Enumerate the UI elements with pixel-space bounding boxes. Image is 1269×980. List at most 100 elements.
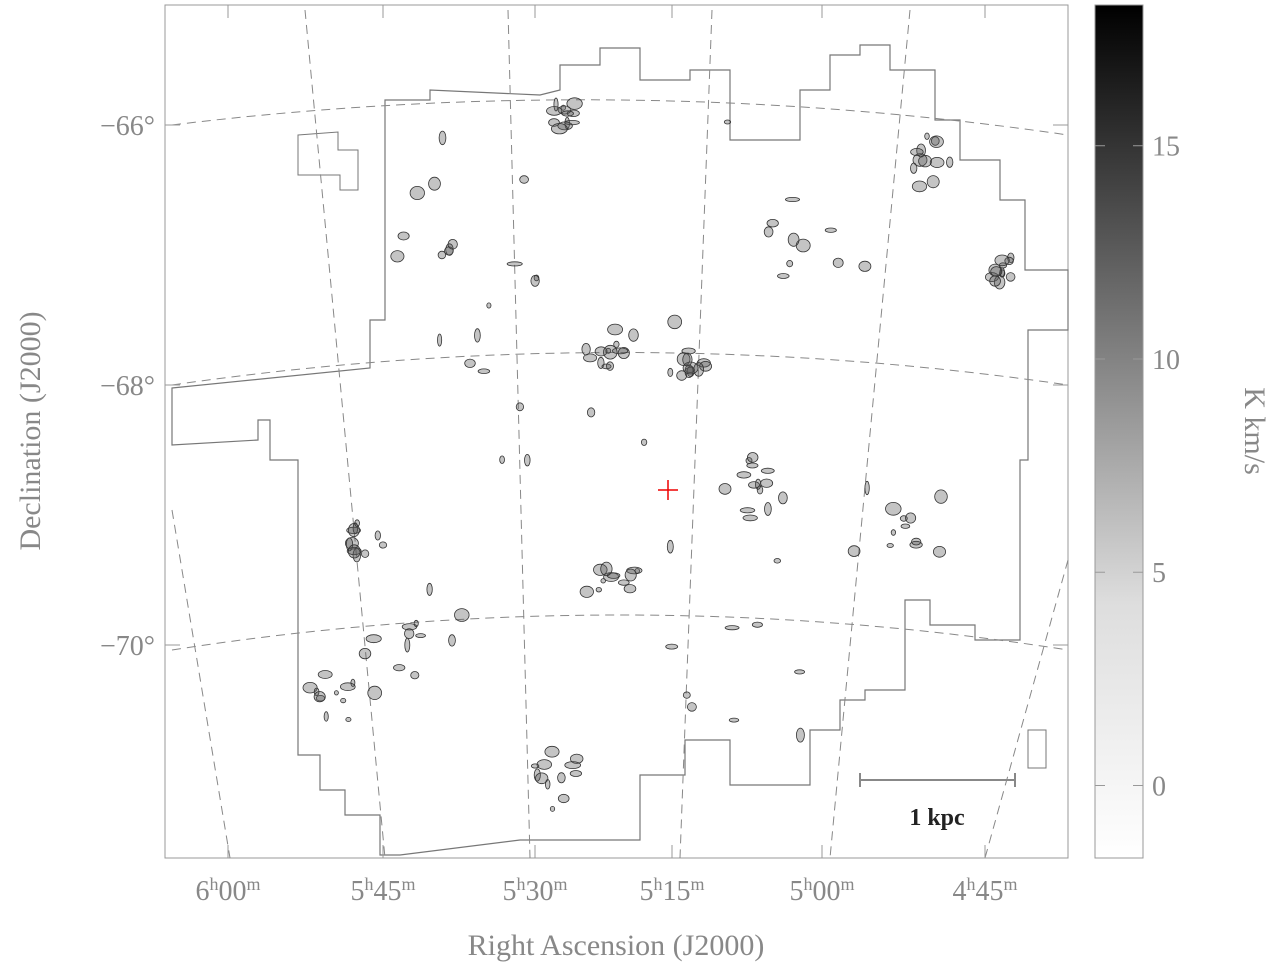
- cloud: [601, 579, 606, 583]
- x-tick-label: 5h00m: [789, 874, 854, 907]
- colorbar-tick-label: 15: [1152, 132, 1180, 163]
- cloud: [405, 638, 410, 652]
- cloud: [641, 439, 646, 445]
- cloud: [687, 703, 696, 712]
- cloud: [886, 502, 902, 515]
- cloud: [324, 712, 328, 722]
- cloud: [334, 691, 338, 695]
- x-tick-part: 5: [350, 876, 364, 907]
- x-tick-part: 5: [789, 876, 803, 907]
- cloud: [930, 136, 944, 148]
- cloud: [774, 559, 781, 564]
- cloud: [788, 233, 799, 246]
- cloud: [402, 624, 417, 630]
- cloud: [747, 463, 758, 468]
- cloud: [368, 686, 382, 699]
- cloud: [565, 762, 581, 769]
- grid-curve: [172, 510, 230, 858]
- cloud: [601, 562, 612, 576]
- cloud: [448, 239, 457, 249]
- cloud: [507, 262, 522, 266]
- grid-curve: [830, 10, 910, 858]
- cloud: [346, 717, 351, 721]
- cloud: [724, 120, 730, 124]
- x-axis-label: Right Ascension (J2000): [468, 929, 765, 962]
- cloud: [429, 177, 441, 190]
- colorbar-tick-label: 0: [1152, 771, 1166, 802]
- cloud: [725, 626, 739, 630]
- cloud: [787, 260, 793, 266]
- cloud: [341, 698, 346, 702]
- x-tick-part: h: [966, 874, 975, 894]
- cloud: [764, 227, 773, 237]
- cloud: [379, 542, 386, 548]
- x-tick-part: h: [209, 874, 218, 894]
- cloud: [584, 354, 597, 362]
- cloud: [935, 490, 948, 503]
- x-tick-part: h: [516, 874, 525, 894]
- cloud: [752, 622, 762, 627]
- cloud: [587, 408, 594, 417]
- cloud: [933, 546, 945, 557]
- cloud: [761, 468, 774, 473]
- cloud: [761, 479, 773, 487]
- cloud: [455, 609, 470, 622]
- x-tick-part: 5: [502, 876, 516, 907]
- x-tick-part: h: [653, 874, 662, 894]
- cloud: [318, 671, 332, 679]
- cloud: [411, 672, 419, 679]
- cloud: [580, 586, 593, 597]
- map-frame: [165, 5, 1068, 858]
- cloud: [912, 181, 926, 192]
- cloud: [545, 746, 559, 757]
- cloud: [516, 403, 523, 411]
- x-tick-part: h: [803, 874, 812, 894]
- scale-bar: [860, 773, 1015, 787]
- x-tick-label: 5h45m: [350, 874, 415, 907]
- cloud: [614, 341, 619, 347]
- cloud: [558, 773, 566, 783]
- x-tick-label: 6h00m: [195, 874, 260, 907]
- cloud: [551, 124, 567, 134]
- cloud: [912, 538, 921, 545]
- cloud: [359, 648, 371, 658]
- cloud-layer: [303, 98, 1015, 812]
- cloud: [355, 520, 360, 527]
- y-axis-label: Declination (J2000): [14, 311, 47, 550]
- x-tick-part: m: [553, 874, 567, 894]
- cloud: [906, 513, 916, 523]
- cloud: [919, 155, 932, 167]
- grid-curve: [985, 560, 1068, 858]
- x-tick-part: 00: [812, 876, 840, 907]
- cloud: [729, 718, 739, 722]
- cloud: [562, 111, 574, 116]
- y-tick-label: −70°: [100, 631, 155, 662]
- x-tick-part: m: [840, 874, 854, 894]
- grid-curve: [680, 10, 712, 858]
- cloud: [314, 692, 325, 702]
- colorbar-tick-label: 10: [1152, 345, 1180, 376]
- cloud: [478, 369, 490, 374]
- cloud: [891, 530, 895, 536]
- figure: 1 kpc Right Ascension (J2000) Declinatio…: [0, 0, 1269, 975]
- x-tick-part: m: [690, 874, 704, 894]
- cloud: [558, 794, 569, 802]
- x-tick-part: 15: [662, 876, 690, 907]
- x-tick-part: 5: [639, 876, 653, 907]
- cloud: [537, 760, 552, 770]
- cloud: [749, 482, 760, 489]
- cloud: [465, 359, 476, 367]
- cloud: [737, 472, 751, 478]
- grid-curve: [172, 615, 1068, 650]
- cloud: [911, 148, 924, 155]
- x-tick-label: 5h30m: [502, 874, 567, 907]
- cloud: [582, 343, 590, 355]
- colorbar-label: K km/s: [1238, 387, 1269, 475]
- cloud: [340, 683, 355, 691]
- cloud: [410, 186, 424, 199]
- cloud: [525, 454, 531, 466]
- cloud: [668, 368, 673, 376]
- x-tick-part: 45: [373, 876, 401, 907]
- x-tick-part: 00: [218, 876, 246, 907]
- cloud: [439, 131, 446, 145]
